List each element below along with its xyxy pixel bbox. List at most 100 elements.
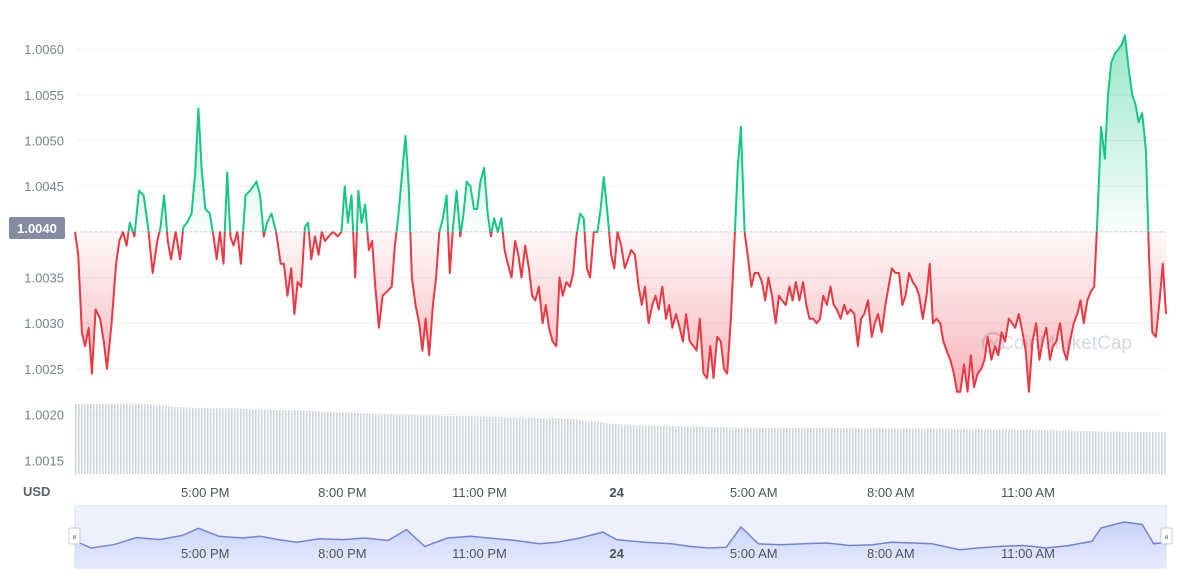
volume-bar xyxy=(1035,430,1037,474)
volume-bar xyxy=(309,410,311,474)
volume-bar xyxy=(522,417,524,474)
volume-bar xyxy=(354,412,356,474)
volume-bar xyxy=(1116,431,1118,474)
volume-bar xyxy=(912,428,914,474)
volume-bar xyxy=(234,408,236,474)
volume-bar xyxy=(450,415,452,474)
volume-bar xyxy=(456,416,458,474)
volume-bar xyxy=(243,408,245,474)
volume-bar xyxy=(333,411,335,474)
volume-bar xyxy=(1056,430,1058,474)
volume-bar xyxy=(804,428,806,474)
volume-bar xyxy=(1020,429,1022,474)
volume-bar xyxy=(228,408,230,474)
volume-bar xyxy=(915,428,917,474)
volume-bar xyxy=(120,403,122,474)
volume-bar xyxy=(726,427,728,474)
volume-bar xyxy=(1101,431,1103,474)
volume-bar xyxy=(150,404,152,474)
volume-bar xyxy=(114,403,116,474)
x-tick-label: 11:00 AM xyxy=(1001,485,1055,500)
volume-bar xyxy=(294,410,296,474)
volume-bar xyxy=(171,406,173,474)
volume-bar xyxy=(975,429,977,474)
volume-bar xyxy=(924,428,926,474)
volume-bar xyxy=(966,429,968,474)
right-handle-grip-icon: ⏸ xyxy=(1164,532,1169,542)
volume-bar xyxy=(687,426,689,474)
volume-bar xyxy=(861,428,863,474)
y-tick-label: 1.0030 xyxy=(24,316,64,331)
volume-bar xyxy=(684,426,686,474)
volume-bar xyxy=(879,428,881,474)
volume-bar xyxy=(87,403,89,474)
volume-bar xyxy=(1062,430,1064,474)
volume-bar xyxy=(393,414,395,474)
volume-bar xyxy=(867,428,869,474)
volume-bar xyxy=(135,403,137,474)
volume-bar xyxy=(813,428,815,474)
volume-bar xyxy=(231,408,233,474)
x-axis: 5:00 PM 8:00 PM 11:00 PM 24 5:00 AM 8:00 AM 11… xyxy=(181,485,1055,500)
volume-bar xyxy=(405,414,407,474)
volume-bar xyxy=(519,417,521,474)
volume-bar xyxy=(1047,430,1049,474)
volume-bar xyxy=(315,411,317,474)
volume-bar xyxy=(822,428,824,474)
navigator-left-handle[interactable]: ⏸ xyxy=(68,527,81,545)
volume-bar xyxy=(255,409,257,474)
volume-bar xyxy=(90,403,92,474)
volume-bar xyxy=(99,403,101,474)
volume-bar xyxy=(969,429,971,474)
volume-bar xyxy=(873,428,875,474)
volume-bar xyxy=(978,429,980,474)
navigator-tick-label: 11:00 AM xyxy=(1001,546,1055,561)
volume-bar xyxy=(708,426,710,474)
volume-bar xyxy=(414,415,416,474)
volume-bar xyxy=(1074,430,1076,474)
volume-bar xyxy=(492,416,494,474)
volume-bar xyxy=(552,418,554,474)
navigator-tick-label: 8:00 PM xyxy=(318,546,366,561)
range-navigator[interactable]: 5:00 PM 8:00 PM 11:00 PM 24 5:00 AM 8:00 AM 11… xyxy=(68,505,1173,569)
price-area xyxy=(75,35,1166,392)
volume-bar xyxy=(840,428,842,474)
volume-bar xyxy=(1023,429,1025,474)
volume-bar xyxy=(1128,431,1130,474)
volume-bar xyxy=(465,416,467,474)
y-axis: 1.00151.00201.00251.00301.00351.00401.00… xyxy=(24,42,64,468)
volume-bar xyxy=(468,416,470,474)
volume-bar xyxy=(930,428,932,474)
volume-bar xyxy=(1098,431,1100,474)
volume-bar xyxy=(1017,429,1019,474)
volume-bar xyxy=(324,411,326,474)
volume-bar xyxy=(177,407,179,474)
volume-bar xyxy=(510,417,512,474)
volume-bar xyxy=(213,408,215,474)
volume-bar xyxy=(1095,431,1097,474)
volume-bar xyxy=(303,410,305,474)
volume-bar xyxy=(1050,430,1052,474)
volume-bar xyxy=(657,425,659,474)
volume-bar xyxy=(420,415,422,474)
navigator-tick-label: 8:00 AM xyxy=(867,546,915,561)
volume-bar xyxy=(1065,430,1067,474)
volume-bar xyxy=(588,420,590,474)
y-tick-label: 1.0020 xyxy=(24,408,64,423)
volume-bar xyxy=(936,428,938,474)
volume-bar xyxy=(321,411,323,474)
volume-bar xyxy=(1071,430,1073,474)
volume-bar xyxy=(225,408,227,474)
y-tick-label: 1.0025 xyxy=(24,362,64,377)
volume-bar xyxy=(219,408,221,474)
navigator-right-handle[interactable]: ⏸ xyxy=(1160,527,1173,545)
volume-bar xyxy=(111,403,113,474)
volume-bar xyxy=(192,407,194,474)
volume-bar xyxy=(693,426,695,474)
volume-bar xyxy=(1137,432,1139,474)
volume-bar xyxy=(732,427,734,474)
volume-bar xyxy=(504,417,506,474)
volume-bar xyxy=(390,414,392,474)
volume-bar xyxy=(870,428,872,474)
